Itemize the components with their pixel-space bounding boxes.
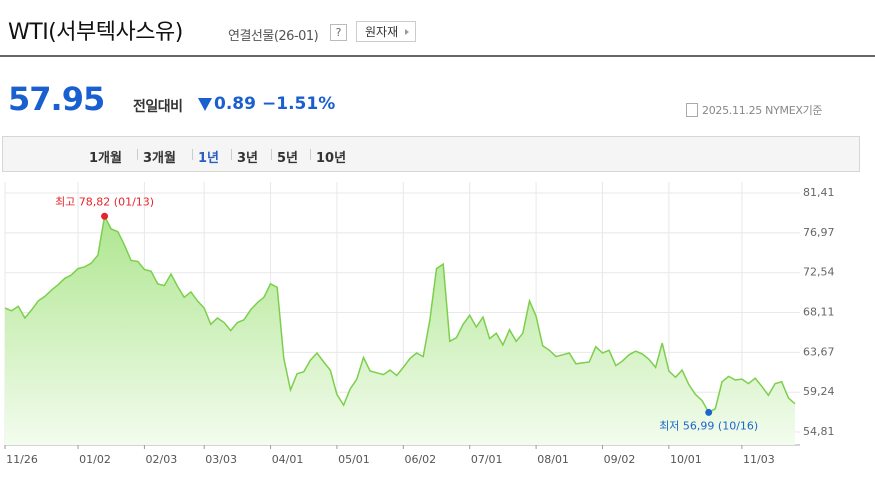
- help-button[interactable]: ?: [330, 24, 347, 41]
- y-tick-label: 72,54: [803, 266, 835, 279]
- x-tick-label: 11/26: [6, 453, 38, 466]
- y-tick-label: 59,24: [803, 385, 835, 398]
- x-tick-label: 11/03: [743, 453, 775, 466]
- tab-separator: [310, 149, 311, 160]
- period-tab[interactable]: 3개월: [143, 151, 176, 166]
- period-tabs: 1개월 3개월 1년 3년 5년 10년: [2, 136, 860, 172]
- date-icon: [686, 103, 698, 117]
- period-tab[interactable]: 10년: [316, 151, 347, 166]
- x-tick-label: 04/01: [272, 453, 304, 466]
- change: 0.89: [214, 94, 256, 114]
- x-tick-label: 08/01: [537, 453, 569, 466]
- period-tab[interactable]: 3년: [237, 151, 259, 166]
- x-tick-label: 09/02: [604, 453, 636, 466]
- extreme-marker: [705, 408, 713, 416]
- category-button[interactable]: 원자재: [356, 21, 416, 42]
- period-tab[interactable]: 1개월: [89, 151, 122, 166]
- x-tick-label: 06/02: [404, 453, 436, 466]
- x-tick-label: 02/03: [146, 453, 178, 466]
- price: 57.95: [8, 80, 105, 118]
- extreme-label: 최고 78,82 (01/13): [55, 195, 154, 208]
- x-tick-label: 03/03: [205, 453, 237, 466]
- extreme-label: 최저 56,99 (10/16): [659, 419, 758, 432]
- area: [5, 216, 795, 445]
- change-label: 전일대비: [133, 99, 183, 115]
- period-tab[interactable]: 1년: [198, 151, 220, 166]
- title: WTI(서부텍사스유): [8, 20, 183, 45]
- line: [4, 213, 796, 414]
- y-tick-label: 81,41: [803, 186, 835, 199]
- tab-separator: [192, 149, 193, 160]
- tab-separator: [231, 149, 232, 160]
- tab-separator: [137, 149, 138, 160]
- tab-separator: [271, 149, 272, 160]
- y-tick-label: 54,81: [803, 425, 835, 438]
- divider: [0, 55, 875, 57]
- x-tick-label: 05/01: [338, 453, 370, 466]
- x-tick-label: 07/01: [471, 453, 503, 466]
- subtitle: 연결선물(26-01): [228, 29, 319, 44]
- y-tick-label: 68,11: [803, 306, 835, 319]
- y-tick-label: 76,97: [803, 226, 835, 239]
- change-rate: −1.51%: [262, 94, 336, 114]
- date: 2025.11.25 NYMEX기준: [702, 104, 823, 117]
- y-tick-label: 63,67: [803, 345, 835, 358]
- extreme-marker: [101, 212, 109, 220]
- down-arrow: [198, 98, 212, 111]
- x-tick-label: 01/02: [79, 453, 111, 466]
- x-tick-label: 10/01: [670, 453, 702, 466]
- period-tab[interactable]: 5년: [277, 151, 299, 166]
